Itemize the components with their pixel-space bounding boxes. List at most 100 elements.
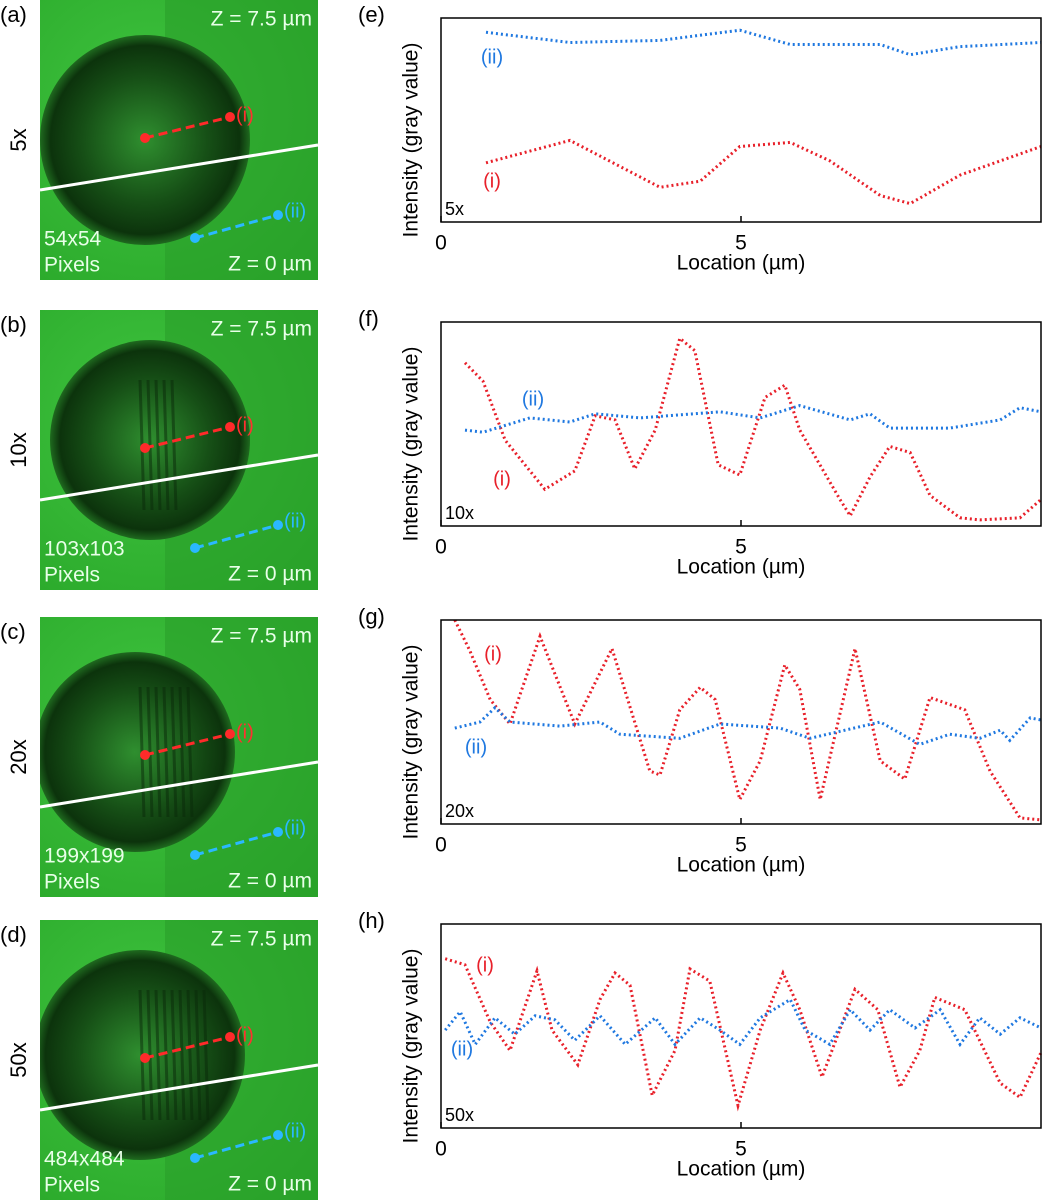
micrograph: (i) (ii) Z = 7.5 µm Z = 0 µm 484x484 Pixels — [39, 920, 319, 1200]
profile-dot — [190, 1153, 200, 1163]
magnification: 20x — [6, 739, 31, 774]
fringe — [178, 686, 186, 818]
x-tick-label: 5 — [735, 834, 747, 857]
profile-dot — [273, 210, 283, 220]
fringe — [186, 686, 194, 818]
pixels-unit: Pixels — [44, 871, 100, 894]
x-tick-label: 5 — [735, 536, 747, 559]
fringe — [162, 686, 170, 818]
series-label: (i) — [483, 170, 501, 192]
z-bottom: Z = 0 µm — [228, 253, 312, 276]
pixels: 54x54 — [44, 228, 102, 251]
magnification: 10x — [6, 432, 31, 467]
y-axis-label: Intensity (gray value) — [400, 347, 423, 542]
x-tick-label: 0 — [435, 536, 447, 559]
disk — [40, 652, 235, 852]
fringe — [146, 379, 154, 511]
line-label: (ii) — [284, 817, 306, 839]
fringe — [146, 989, 154, 1121]
profile-i — [144, 1035, 231, 1060]
profile-dot — [140, 750, 150, 760]
fringe — [194, 989, 202, 1121]
profile-ii — [194, 1133, 279, 1160]
profile-dot — [140, 1053, 150, 1063]
x-tick-label: 0 — [435, 1138, 447, 1161]
panel-label: (b) — [0, 312, 27, 337]
fringe — [154, 379, 162, 511]
profile-ii — [194, 213, 279, 240]
image-content — [40, 617, 318, 897]
pixels: 103x103 — [44, 538, 125, 561]
profile-i — [144, 732, 231, 757]
image-content — [40, 310, 318, 590]
series-label: (i) — [476, 954, 494, 976]
series-label: (i) — [493, 468, 511, 490]
series-line — [485, 28, 1042, 57]
cut-line — [39, 453, 319, 502]
y-axis-label: Intensity (gray value) — [400, 43, 423, 238]
fringe — [146, 686, 154, 818]
profile-i — [144, 425, 231, 450]
z-top: Z = 7.5 µm — [211, 928, 312, 951]
z-bottom: Z = 0 µm — [228, 1173, 312, 1196]
fringe — [170, 379, 178, 511]
profile-ii — [194, 523, 279, 550]
plot-frame — [440, 619, 1042, 825]
cut-line — [39, 143, 319, 192]
series-label: (ii) — [522, 388, 544, 410]
panel-label: (e) — [358, 2, 385, 27]
fringe — [178, 989, 186, 1121]
profile-dot — [190, 543, 200, 553]
micrograph: (i) (ii) Z = 7.5 µm Z = 0 µm 199x199 Pixels — [39, 617, 319, 897]
panel-label: (f) — [358, 306, 379, 331]
panel-label: (c) — [0, 619, 26, 644]
y-axis-label: Intensity (gray value) — [400, 645, 423, 840]
panel-label: (a) — [0, 2, 27, 27]
x-axis-label: Location (µm) — [677, 1158, 806, 1181]
micrograph: (i) (ii) Z = 7.5 µm Z = 0 µm 103x103 Pixels — [39, 310, 319, 590]
fringe — [170, 686, 178, 818]
x-axis-label: Location (µm) — [677, 556, 806, 579]
x-tick-label: 5 — [735, 1138, 747, 1161]
line-label: (ii) — [284, 1120, 306, 1142]
profile-dot — [140, 133, 150, 143]
plot-frame — [440, 321, 1042, 527]
line-label: (ii) — [284, 200, 306, 222]
micrograph: (i) (ii) Z = 7.5 µm Z = 0 µm 54x54 Pixels — [39, 0, 319, 280]
x-tick-label: 5 — [735, 232, 747, 255]
series-label: (ii) — [481, 46, 503, 68]
cut-line — [39, 760, 319, 809]
corner-label: 5x — [445, 199, 464, 219]
x-tick-label: 0 — [435, 232, 447, 255]
z-top: Z = 7.5 µm — [211, 8, 312, 31]
disk — [40, 950, 245, 1160]
x-axis-label: Location (µm) — [677, 252, 806, 275]
pixels-unit: Pixels — [44, 254, 100, 277]
image-content — [40, 920, 318, 1200]
pixels-unit: Pixels — [44, 1174, 100, 1197]
line-label: (ii) — [284, 510, 306, 532]
z-top: Z = 7.5 µm — [211, 318, 312, 341]
profile-dot — [225, 422, 235, 432]
profile-dot — [273, 827, 283, 837]
panel-label: (h) — [358, 908, 385, 933]
series-line — [464, 404, 1042, 434]
plot-frame — [440, 923, 1042, 1129]
magnification: 5x — [6, 128, 31, 151]
profile-dot — [273, 1130, 283, 1140]
panel-label: (d) — [0, 922, 27, 947]
y-axis-label: Intensity (gray value) — [400, 949, 423, 1144]
series-line — [444, 997, 1042, 1048]
series-line — [454, 705, 1042, 747]
plot-frame — [440, 17, 1042, 223]
profile-i — [144, 115, 231, 140]
line-label: (i) — [236, 414, 254, 436]
profile-dot — [225, 112, 235, 122]
fringe — [186, 989, 194, 1121]
panel-label: (g) — [358, 604, 385, 629]
fringe — [154, 686, 162, 818]
profile-dot — [190, 850, 200, 860]
series-label: (ii) — [451, 1038, 473, 1060]
pixels: 199x199 — [44, 845, 125, 868]
